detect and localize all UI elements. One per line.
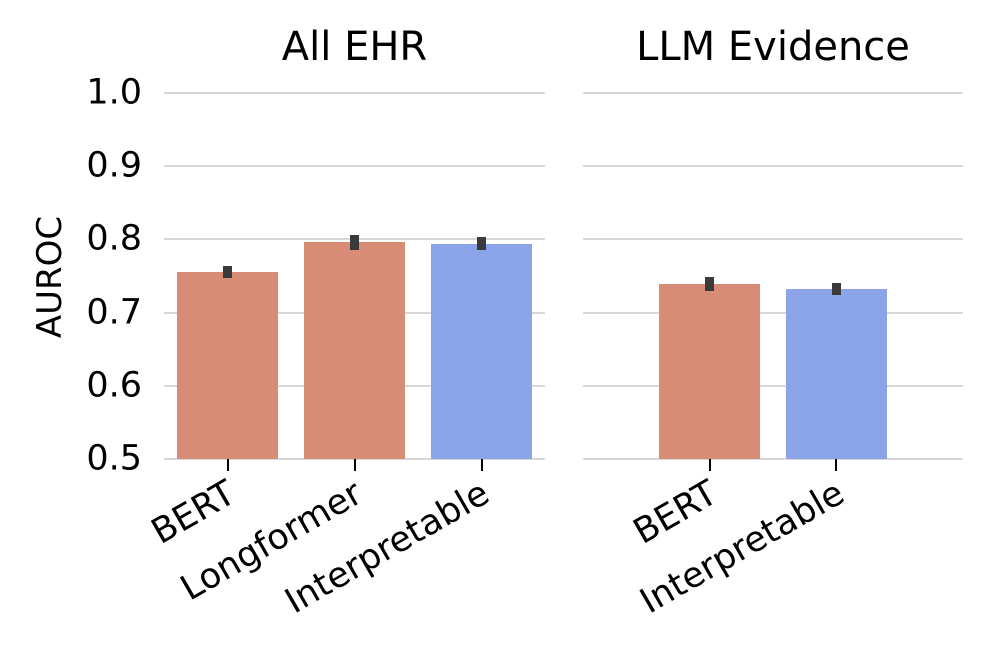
y-tick-label: 0.8 (86, 218, 142, 259)
error-bar (350, 235, 359, 250)
bar-bert (659, 284, 761, 459)
panel-title-llm-evidence: LLM Evidence (636, 24, 910, 70)
x-tick (835, 459, 838, 471)
x-tick-label-bert: BERT (145, 473, 243, 553)
y-axis-label: AUROC (30, 215, 70, 339)
y-tick-label: 0.5 (86, 438, 142, 479)
error-bar (477, 237, 486, 251)
bar-interpretable (785, 289, 887, 459)
y-tick-label: 0.9 (86, 145, 142, 186)
gridline (164, 165, 545, 168)
error-bar (831, 283, 841, 296)
bar-interpretable (430, 243, 533, 459)
gridline (583, 165, 963, 168)
x-tick (708, 459, 711, 471)
y-tick-label: 1.0 (86, 72, 142, 113)
x-tick (353, 459, 356, 471)
gridline (583, 311, 963, 314)
x-tick-label-bert: BERT (627, 473, 725, 553)
gridline (583, 384, 963, 387)
gridline (583, 92, 963, 94)
x-tick (480, 459, 483, 471)
x-tick (226, 459, 229, 471)
gridline (583, 458, 963, 460)
gridline (164, 92, 545, 94)
bar-longformer (303, 242, 406, 459)
gridline (583, 238, 963, 241)
y-tick-label: 0.6 (86, 365, 142, 406)
bar-bert (176, 272, 279, 459)
error-bar (705, 277, 715, 291)
y-tick-label: 0.7 (86, 292, 142, 333)
error-bar (223, 266, 232, 279)
panel-title-all-ehr: All EHR (281, 24, 428, 70)
